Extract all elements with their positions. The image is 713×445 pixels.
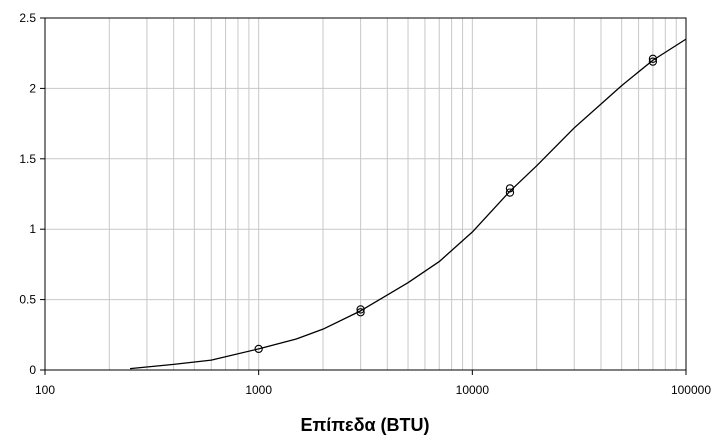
x-tick-label: 100000 xyxy=(671,383,711,397)
y-tick-label: 2.5 xyxy=(19,11,36,25)
curve-layer xyxy=(129,38,687,370)
x-axis-title: Επίπεδα (BTU) xyxy=(300,415,429,435)
data-point xyxy=(648,57,658,66)
fitted-curve xyxy=(129,38,687,370)
data-point xyxy=(505,188,515,197)
y-tick-label: 0 xyxy=(29,363,36,377)
label-layer: 0 0.5 1 1.5 2 2.5 100 1000 10000 100000 xyxy=(19,11,711,397)
data-point xyxy=(356,308,365,317)
data-point xyxy=(505,184,515,193)
grid-layer xyxy=(45,18,686,370)
y-tick-label: 1 xyxy=(29,222,36,236)
x-tick-label: 100 xyxy=(35,383,55,397)
data-point xyxy=(254,344,263,354)
y-tick-label: 2 xyxy=(29,81,36,95)
x-tick-label: 1000 xyxy=(245,383,272,397)
plot-frame xyxy=(44,17,687,371)
tick-layer xyxy=(40,17,687,375)
y-tick-label: 0.5 xyxy=(19,293,36,307)
data-point xyxy=(356,305,365,314)
point-layer xyxy=(254,54,658,354)
y-tick-label: 1.5 xyxy=(19,152,36,166)
data-point xyxy=(648,54,658,63)
x-tick-label: 10000 xyxy=(456,383,490,397)
